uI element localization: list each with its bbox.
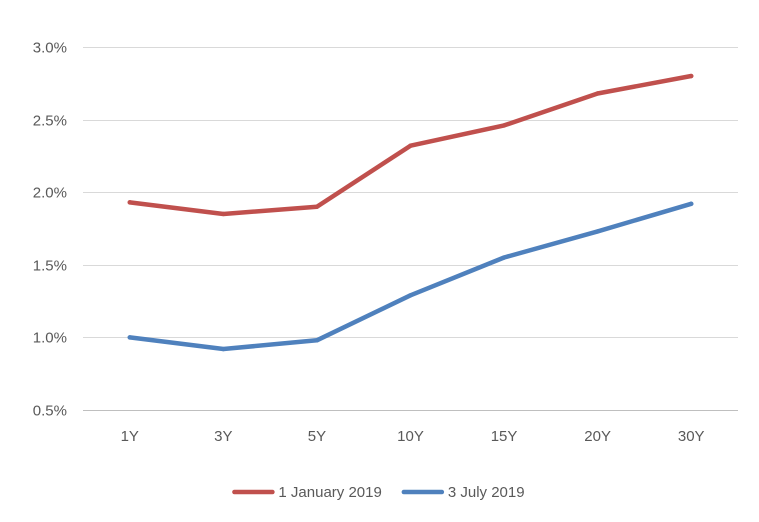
series-line-2	[127, 201, 694, 352]
y-tick-label: 3.0%	[33, 40, 67, 57]
legend-item-1: 1 January 2019	[232, 484, 382, 501]
data-point	[595, 91, 600, 96]
data-point	[689, 73, 694, 79]
gridlines	[83, 47, 738, 411]
x-tick-label: 30Y	[678, 428, 705, 445]
data-point	[501, 255, 507, 260]
x-tick-label: 20Y	[584, 428, 611, 445]
x-tick-label: 3Y	[214, 428, 232, 445]
data-point	[221, 346, 226, 352]
x-tick-label: 1Y	[121, 428, 139, 445]
data-point	[595, 229, 600, 234]
legend-item-2: 3 July 2019	[401, 484, 525, 501]
x-tick-label: 15Y	[491, 428, 518, 445]
legend-label: 1 January 2019	[278, 484, 381, 501]
y-tick-label: 1.5%	[33, 258, 67, 275]
data-point	[501, 123, 507, 128]
data-point	[127, 335, 132, 340]
data-point	[314, 204, 320, 209]
y-tick-label: 0.5%	[33, 403, 67, 420]
series-lines	[127, 73, 694, 352]
data-point	[408, 143, 413, 148]
y-tick-label: 2.0%	[33, 185, 67, 202]
legend-label: 3 July 2019	[448, 484, 525, 501]
x-tick-label: 10Y	[397, 428, 424, 445]
data-point	[127, 200, 132, 205]
x-axis-tick-labels: 1Y 3Y 5Y 10Y 15Y 20Y 30Y	[121, 428, 705, 445]
y-tick-label: 2.5%	[33, 113, 67, 130]
data-point	[314, 338, 320, 343]
data-point	[689, 201, 694, 207]
x-tick-label: 5Y	[308, 428, 326, 445]
data-point	[221, 211, 226, 217]
y-tick-label: 1.0%	[33, 330, 67, 347]
y-axis-tick-labels: 0.5% 1.0% 1.5% 2.0% 2.5% 3.0%	[33, 40, 67, 420]
legend: 1 January 2019 3 July 2019	[232, 484, 525, 501]
data-point	[408, 293, 413, 298]
